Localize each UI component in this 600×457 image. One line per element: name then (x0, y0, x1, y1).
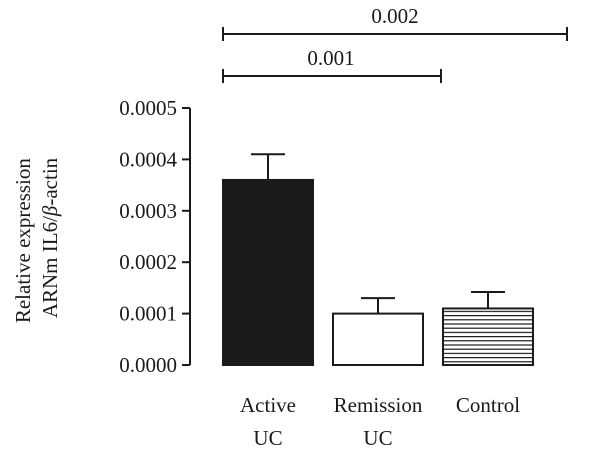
y-tick-label: 0.0003 (119, 199, 177, 223)
x-tick-label: Control (456, 393, 520, 417)
x-tick-label: Remission (334, 393, 423, 417)
x-tick-label-line2: UC (253, 426, 282, 450)
y-axis-label: Relative expression ARNm IL6/β-actin (11, 153, 62, 323)
p-value-label: 0.002 (371, 4, 418, 28)
y-axis-label-line2: ARNm IL6/β-actin (38, 157, 62, 318)
bar-remission (332, 312, 424, 367)
y-axis-label-beta: β (38, 205, 62, 217)
bar-active (222, 178, 314, 366)
x-tick-label-line2: UC (363, 426, 392, 450)
p-value-label: 0.001 (307, 46, 354, 70)
y-axis: 0.0000 0.0001 0.0002 0.0003 0.0004 0.0005 (119, 96, 191, 377)
y-tick-label: 0.0001 (119, 302, 177, 326)
significance-annotations: 0.001 0.002 (222, 4, 568, 83)
x-axis-labels: Active UC Remission UC Control (240, 393, 520, 450)
y-tick-label: 0.0000 (119, 353, 177, 377)
x-tick-label: Active (240, 393, 296, 417)
y-axis-label-suffix: -actin (38, 157, 62, 205)
y-tick-label: 0.0005 (119, 96, 177, 120)
y-tick-label: 0.0004 (119, 147, 177, 171)
bars (222, 153, 534, 367)
y-axis-label-line1: Relative expression (11, 158, 35, 324)
bar-control (442, 307, 534, 366)
y-axis-label-prefix: ARNm IL6/ (38, 216, 62, 318)
y-tick-label: 0.0002 (119, 250, 177, 274)
